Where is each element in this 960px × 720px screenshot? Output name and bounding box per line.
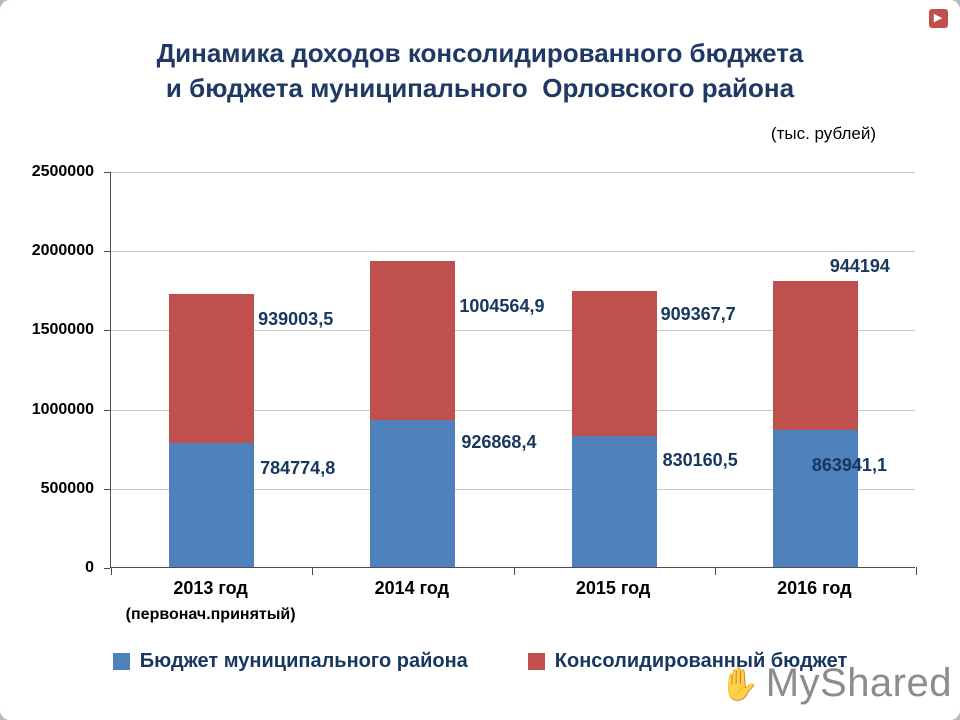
x-axis-label-year: 2013 год (173, 578, 248, 598)
gridline (111, 409, 915, 411)
y-axis-tick-label: 1500000 (31, 321, 94, 339)
y-axis-tick-label: 2000000 (31, 242, 94, 260)
y-axis-tick-label: 2500000 (31, 163, 94, 180)
y-axis-tickmark (104, 568, 110, 569)
y-axis-tick-label: 1000000 (31, 400, 94, 418)
x-axis: 2013 год (первонач.принятый) 2014 год 2015 … (110, 578, 915, 640)
bar-segment-consolidated (571, 291, 657, 436)
units-note: (тыс. рублей) (770, 124, 876, 143)
data-label-municipal: 830160,5 (662, 449, 738, 470)
bar-segment-municipal (169, 442, 255, 567)
legend-swatch (112, 653, 130, 670)
data-label-consolidated: 909367,7 (660, 304, 736, 325)
y-axis-tickmark (104, 251, 110, 253)
y-axis-tickmark (104, 488, 110, 490)
legend: Бюджет муниципального района Консолидиров… (0, 650, 960, 673)
legend-item: Консолидированный бюджет (527, 650, 848, 673)
title-line-1: Динамика доходов консолидированного бюдж… (156, 38, 804, 68)
bar-segment-municipal (370, 420, 456, 567)
x-axis-label-year: 2015 год (575, 578, 651, 598)
watermark-text: MyShared (765, 661, 952, 705)
x-axis-tickmark (916, 567, 917, 575)
legend-item: Бюджет муниципального района (112, 650, 468, 673)
bar-segment-consolidated (772, 280, 858, 431)
bar-segment-municipal (571, 435, 657, 567)
x-axis-tickmark (111, 567, 112, 575)
x-axis-label: 2016 год (777, 578, 852, 599)
myshared-watermark: ✋ MyShared (720, 661, 952, 706)
x-axis-label-year: 2016 год (777, 578, 852, 598)
bar-segment-consolidated (169, 293, 255, 443)
data-label-municipal: 926868,4 (461, 432, 537, 453)
y-axis: 0 500000 1000000 1500000 2000000 2500000 (0, 163, 100, 576)
gridline (111, 488, 915, 490)
y-axis-tick-label: 500000 (40, 479, 94, 497)
data-label-consolidated: 939003,5 (258, 308, 334, 329)
y-axis-tick-label: 0 (85, 559, 94, 576)
legend-label: Консолидированный бюджет (554, 650, 848, 672)
data-label-consolidated: 944194 (829, 255, 890, 276)
bar-segment-municipal (772, 430, 858, 567)
x-axis-tickmark (513, 567, 515, 575)
legend-swatch (527, 653, 545, 670)
gridline (111, 172, 915, 173)
gridline (111, 251, 915, 253)
legend-label: Бюджет муниципального района (139, 650, 468, 672)
data-label-consolidated: 1004564,9 (459, 296, 545, 317)
x-axis-label: 2013 год (первонач.принятый) (126, 578, 296, 624)
data-label-municipal: 784774,8 (260, 457, 336, 478)
x-axis-tickmark (312, 567, 314, 575)
x-axis-label: 2015 год (576, 578, 651, 599)
bar-segment-consolidated (370, 261, 456, 421)
site-logo-glyph: ▶ (928, 8, 948, 28)
x-axis-label: 2014 год (375, 578, 450, 599)
page-title: Динамика доходов консолидированного бюдж… (50, 36, 910, 106)
y-axis-tickmark (104, 330, 110, 332)
data-label-municipal: 863941,1 (811, 455, 887, 476)
hand-icon: ✋ (719, 665, 760, 702)
x-axis-tickmark (714, 567, 716, 575)
y-axis-tickmark (104, 409, 110, 411)
gridline (111, 330, 915, 332)
x-axis-label-year: 2014 год (374, 578, 450, 598)
title-line-2: и бюджета муниципального Орловского райо… (165, 73, 795, 104)
x-axis-label-note: (первонач.принятый) (125, 606, 296, 623)
site-logo-icon: ▶ (926, 6, 950, 30)
plot-area: 784774,8 939003,5 926868,4 1004564,9 830160,… (110, 172, 917, 575)
y-axis-tickmark (104, 172, 110, 173)
